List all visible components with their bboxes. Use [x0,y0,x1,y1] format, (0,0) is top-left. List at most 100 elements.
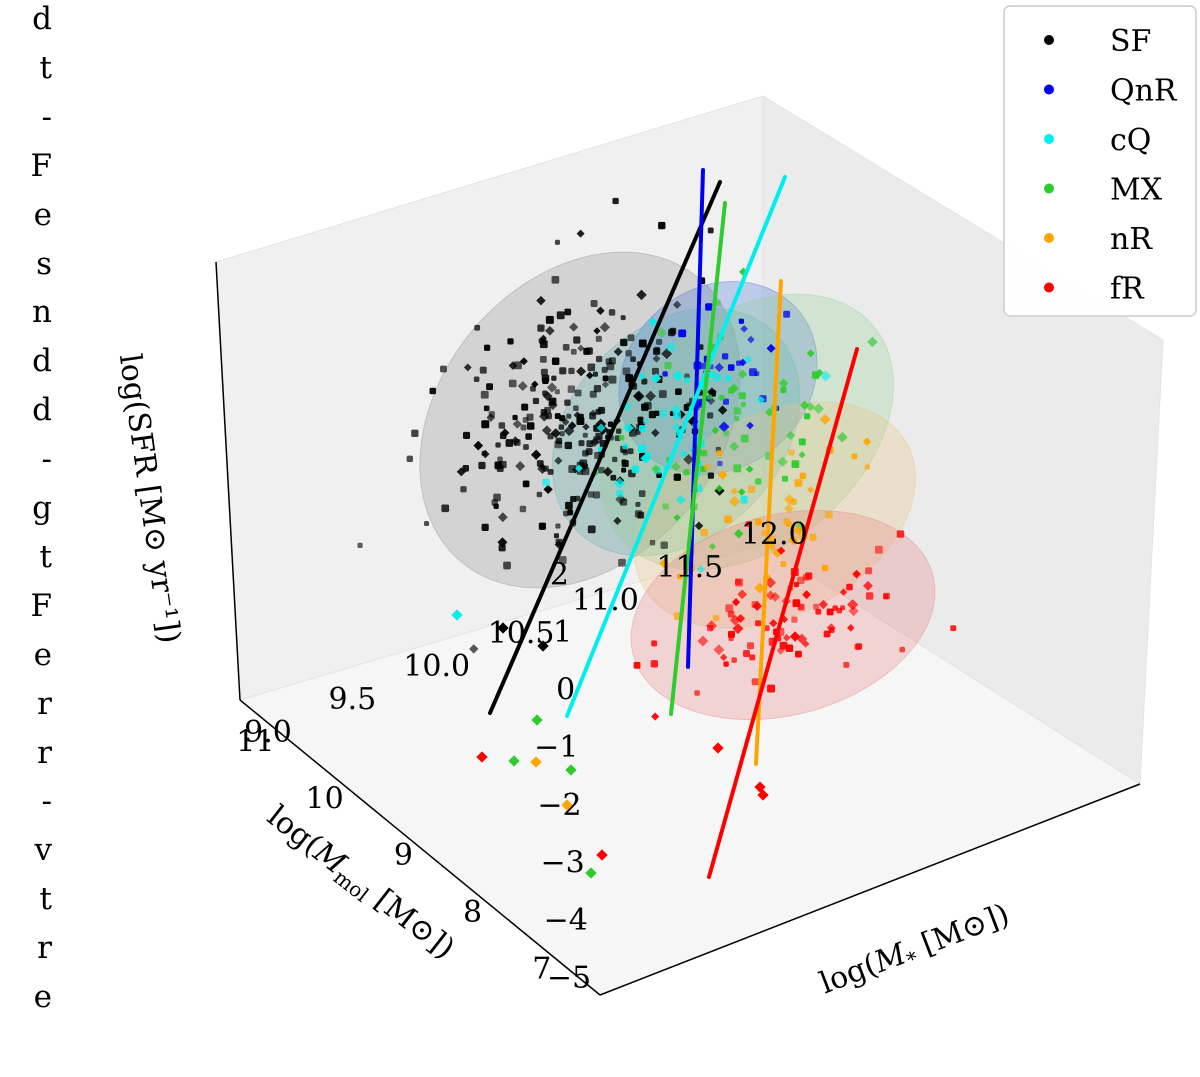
point-sf [564,399,571,406]
point-sf [621,467,627,473]
point-fr [745,521,752,527]
point-sf [635,501,641,507]
point-mx [711,426,720,435]
point-nr [794,526,801,533]
point-cq [672,370,684,382]
point-nr [788,449,795,456]
point-sf [598,466,605,474]
point-nr [862,437,872,446]
point-qnr [766,343,776,353]
y-tick-label: 10 [306,781,344,816]
point-mx [662,503,669,510]
point-nr [864,464,870,470]
point-sf [610,474,617,481]
z-tick-label: 1 [553,615,572,650]
point-sf [473,440,484,451]
y-tick-label: 8 [463,895,482,930]
point-fr [765,590,776,601]
point-sf [526,422,535,430]
margin-fragment: r [37,930,52,967]
point-fr [725,604,734,613]
point-sf [586,371,594,380]
x-tick-label: 10.5 [488,616,555,651]
point-sf [539,334,547,342]
legend-marker-qnr [1044,84,1054,95]
point-sf [555,538,563,546]
point-mx [664,361,672,370]
point-sf [481,420,490,429]
point-nr [747,485,756,493]
point-fr [823,630,831,638]
point-nr [761,530,768,536]
margin-fragment: t [39,538,52,575]
point-fr [950,625,957,632]
point-cq [637,444,646,453]
point-fr [789,631,801,642]
point-sf [574,389,582,397]
point-sf [577,344,585,352]
point-sf [622,367,631,376]
point-fr [650,660,659,668]
y-axis-label-post: [M⊙]) [360,877,461,966]
axes [215,261,1141,996]
point-fr [727,610,735,618]
margin-fragment: d [32,392,52,429]
point-fr [795,650,802,658]
point-mx [733,464,742,473]
point-sf [483,405,490,412]
y-tick-label: 11 [236,725,274,760]
point-cq [614,477,626,489]
point-fr [846,624,855,632]
point-mx [733,407,742,415]
point-mx [804,413,811,420]
outlier-point [565,764,577,776]
point-sf [573,336,581,344]
point-sf [488,411,495,418]
y-tick-label: 9 [394,838,413,873]
x-tick-label: 11.5 [656,550,723,585]
point-sf [612,456,618,463]
legend-marker-cq [1044,134,1054,144]
margin-fragment: t [39,49,52,86]
point-fr [731,657,737,663]
outlier-point [561,799,573,811]
point-sf [707,472,715,479]
point-cq [680,451,687,457]
margin-fragment: F [30,587,52,624]
point-sf [652,354,661,363]
point-sf [595,432,603,441]
point-sf [545,315,554,324]
point-nr [784,503,794,514]
point-sf [589,412,597,420]
point-mx [806,349,815,358]
point-sf [632,391,643,401]
point-sf [495,442,501,448]
point-sf [565,501,573,510]
point-fr [793,581,800,588]
point-sf [612,197,619,205]
z-axis-line [215,261,241,701]
point-sf [500,428,510,438]
point-mx [723,430,729,437]
point-sf [538,522,546,530]
point-sf [599,321,611,333]
point-fr [755,620,762,627]
z-tick-label: −4 [544,903,588,938]
point-fr [727,630,735,638]
point-cq [725,375,732,382]
point-cq [651,373,662,384]
point-sf [568,367,575,375]
point-sf [589,390,597,398]
point-sf [474,324,481,331]
point-sf [656,338,663,345]
point-mx [798,451,806,459]
point-cq [637,372,647,381]
point-sf [497,537,508,548]
margin-fragment: r [37,734,52,771]
point-sf [540,355,547,363]
y-tick-label: 7 [532,952,551,987]
point-cq [622,443,628,450]
point-sf [641,403,649,411]
point-fr [826,623,836,633]
